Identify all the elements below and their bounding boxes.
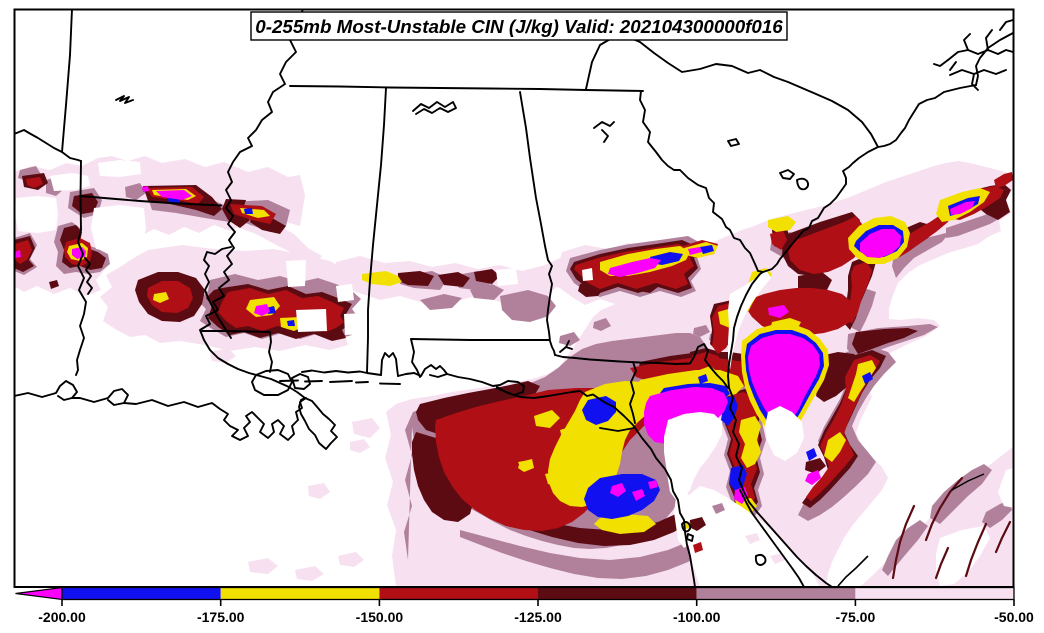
svg-text:-175.00: -175.00	[197, 609, 245, 625]
svg-text:-100.00: -100.00	[673, 609, 721, 625]
svg-text:-50.00: -50.00	[994, 609, 1034, 625]
svg-text:-200.00: -200.00	[38, 609, 86, 625]
svg-text:-75.00: -75.00	[836, 609, 876, 625]
svg-text:0-255mb Most-Unstable CIN (J/k: 0-255mb Most-Unstable CIN (J/kg) Valid: …	[255, 16, 783, 37]
svg-text:-150.00: -150.00	[356, 609, 404, 625]
svg-text:-125.00: -125.00	[514, 609, 562, 625]
